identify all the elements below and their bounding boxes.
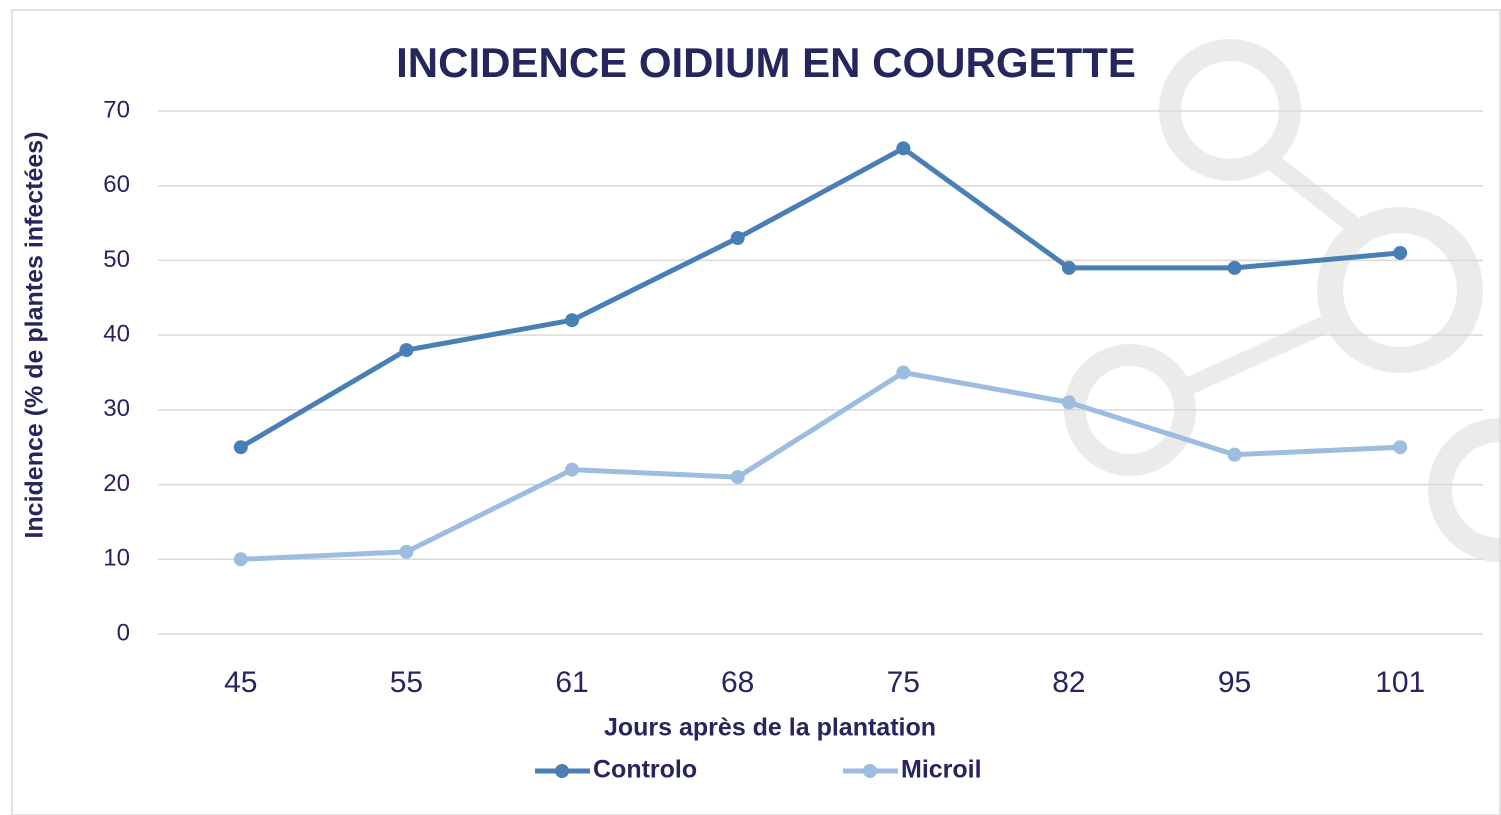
x-tick-label: 101 [1375,666,1425,699]
y-tick-label: 50 [103,246,130,273]
x-tick-label: 75 [887,666,920,699]
data-point [233,552,248,567]
x-tick-label: 45 [224,666,257,699]
y-tick-label: 0 [117,619,130,646]
x-tick-label: 95 [1218,666,1251,699]
data-point [565,462,580,477]
data-point [730,470,745,485]
legend-label: Microil [901,756,982,784]
y-tick-label: 70 [103,96,130,123]
series-line [240,370,1401,562]
data-point [565,313,580,328]
data-point [399,343,414,358]
y-axis-title: Incidence (% de plantes infectées) [21,131,49,538]
background-decoration [1064,39,1501,562]
x-tick-label: 68 [721,666,754,699]
y-tick-label: 20 [103,470,130,497]
chart-title: INCIDENCE OIDIUM EN COURGETTE [396,39,1136,86]
data-point [1227,447,1242,462]
legend-marker [863,764,877,778]
x-tick-label: 61 [555,666,588,699]
y-tick-label: 10 [103,545,130,572]
data-point [1061,260,1076,275]
data-point [1393,440,1408,455]
x-tick-label: 82 [1052,666,1085,699]
data-point [896,365,911,380]
data-point [1393,245,1408,260]
y-tick-label: 40 [103,320,130,347]
series-line [239,145,1401,450]
data-point [730,231,745,246]
y-tick-label: 30 [103,395,130,422]
data-point [399,544,414,559]
data-point [233,440,248,455]
data-point [1227,260,1242,275]
legend-label: Controlo [593,756,697,784]
data-point [896,141,911,156]
legend-marker [555,764,569,778]
data-point [1061,395,1076,410]
x-tick-label: 55 [390,666,423,699]
y-tick-label: 60 [103,171,130,198]
chart-border [11,9,1501,815]
x-axis-title: Jours après de la plantation [604,714,936,742]
